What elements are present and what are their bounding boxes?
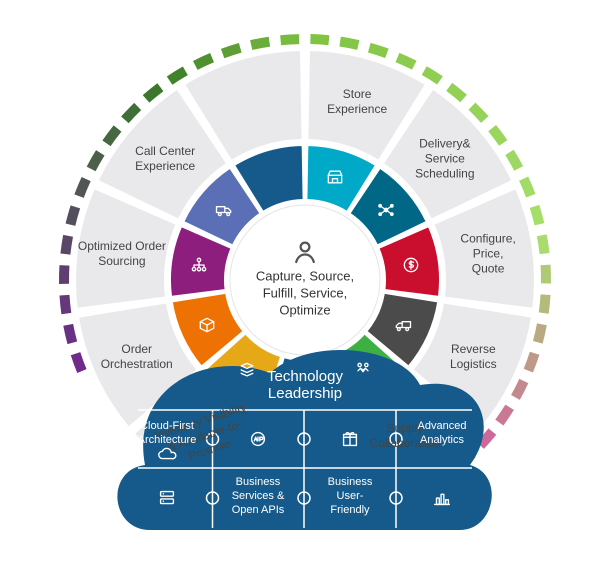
box-icon [197, 315, 217, 335]
tick-dash [524, 352, 540, 373]
tick-dash [446, 83, 467, 102]
servers-icon [156, 487, 178, 509]
tick-dash [193, 53, 214, 70]
org-icon [189, 255, 209, 275]
cloud-icon [156, 443, 178, 465]
handshake-icon [353, 360, 373, 380]
tick-dash [143, 83, 164, 102]
chart-icon [431, 487, 453, 509]
tick-dash [280, 34, 299, 45]
storefront-icon [325, 167, 345, 187]
tick-dash [537, 234, 550, 254]
tick-dash [250, 37, 270, 50]
tick-dash [60, 235, 73, 255]
cloud-cell-label: Advanced Analytics [418, 420, 467, 448]
dollar-icon [401, 255, 421, 275]
tick-dash [63, 324, 77, 344]
network-icon [376, 200, 396, 220]
tick-dash [339, 37, 359, 50]
tick-dash [74, 177, 90, 198]
tick-dash [310, 34, 329, 45]
diagram-root: Store ExperienceDelivery& Service Schedu… [0, 0, 605, 571]
tick-dash [511, 379, 528, 400]
tick-dash [422, 66, 443, 84]
tick-dash [519, 177, 535, 198]
truck-rev-icon [393, 315, 413, 335]
tick-dash [59, 295, 71, 314]
tick-dash [488, 125, 507, 146]
api-icon [247, 428, 269, 450]
cloud-cell-label: Business User- Friendly [328, 476, 373, 517]
tick-dash [66, 205, 81, 225]
tick-dash [530, 205, 545, 226]
stack-icon [237, 360, 257, 380]
tick-dash [221, 43, 242, 58]
tick-dash [59, 265, 69, 284]
cloud-title: Technology Leadership [267, 368, 343, 402]
tick-dash [102, 125, 121, 146]
tick-dash [396, 53, 417, 70]
center-text: Capture, Source, Fulfill, Service, Optim… [256, 269, 354, 320]
cloud-cell-label: Business Services & Open APIs [232, 476, 285, 517]
gift-icon [339, 428, 361, 450]
tick-dash [167, 66, 188, 84]
tick-dash [368, 43, 389, 58]
tick-dash [71, 352, 87, 373]
person-icon [290, 237, 320, 267]
tick-dash [539, 294, 551, 313]
tick-dash [533, 323, 547, 343]
tick-dash [541, 265, 551, 284]
tick-dash [505, 150, 523, 171]
tick-dash [87, 150, 105, 171]
truck-icon [214, 200, 234, 220]
tick-dash [495, 405, 514, 426]
